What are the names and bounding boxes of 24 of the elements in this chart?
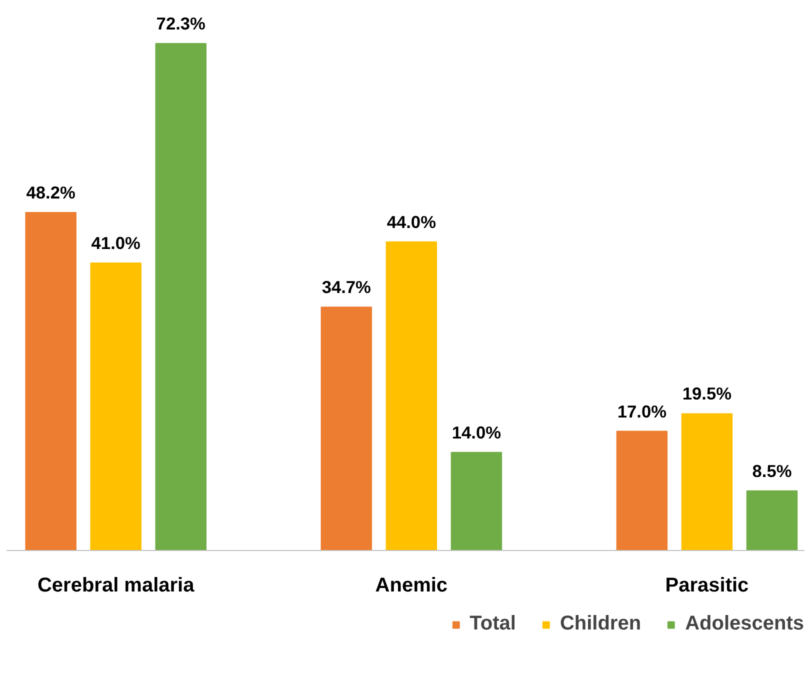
- x-tick-label: Cerebral malaria: [37, 574, 196, 596]
- data-label: 72.3%: [156, 13, 206, 34]
- x-tick-label: Parasitic: [665, 574, 749, 596]
- legend-label: Total: [470, 612, 516, 636]
- x-tick-label: Anemic: [375, 574, 448, 596]
- bar: [616, 430, 668, 550]
- data-label: 48.2%: [26, 182, 76, 202]
- data-label: 34.7%: [322, 277, 371, 298]
- bar: [681, 413, 733, 550]
- legend-label: Adolescents: [685, 612, 804, 636]
- bar: [25, 212, 76, 550]
- bar: [155, 42, 206, 550]
- data-label: 41.0%: [91, 232, 140, 253]
- data-label: 44.0%: [386, 212, 436, 232]
- bar: [90, 262, 142, 550]
- data-label: 19.5%: [682, 384, 732, 404]
- data-label: 17.0%: [617, 401, 667, 422]
- legend-label: Children: [560, 612, 642, 636]
- bar: [746, 490, 798, 550]
- bar: [386, 241, 438, 550]
- bar: [450, 452, 502, 550]
- data-label: 8.5%: [752, 460, 792, 481]
- data-label: 14.0%: [452, 422, 502, 442]
- bar: [320, 306, 372, 550]
